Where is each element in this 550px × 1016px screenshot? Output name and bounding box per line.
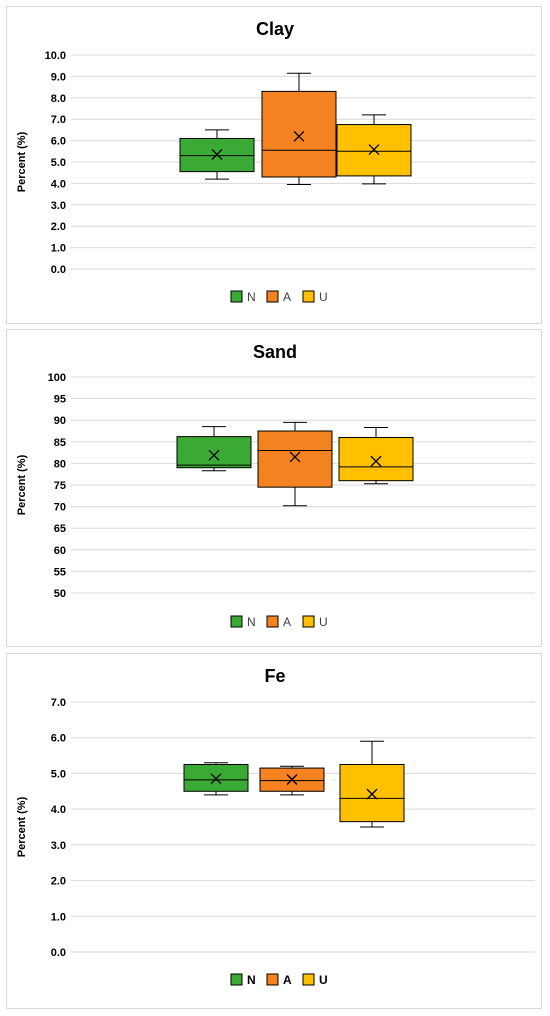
legend-swatch-a bbox=[266, 615, 279, 628]
y-tick-label: 65 bbox=[54, 523, 66, 535]
y-tick-label: 6.0 bbox=[51, 136, 66, 148]
y-tick-label: 4.0 bbox=[51, 178, 66, 190]
y-tick-label: 50 bbox=[54, 588, 66, 600]
chart-title: Clay bbox=[256, 19, 294, 39]
legend-swatch-a bbox=[266, 973, 279, 986]
y-tick-label: 95 bbox=[54, 394, 66, 406]
box-iqr bbox=[176, 436, 252, 469]
y-tick-label: 5.0 bbox=[51, 157, 66, 169]
y-tick-label: 100 bbox=[48, 372, 66, 384]
legend-label-n: N bbox=[247, 290, 256, 304]
y-tick-label: 8.0 bbox=[51, 93, 66, 105]
box-iqr bbox=[339, 764, 405, 823]
legend-label-u: U bbox=[319, 290, 328, 304]
legend-label-n: N bbox=[247, 973, 256, 987]
y-tick-label: 6.0 bbox=[51, 733, 66, 745]
legend-label-a: A bbox=[283, 615, 291, 629]
mean-marker bbox=[370, 455, 382, 467]
legend-swatch-u bbox=[302, 615, 315, 628]
legend-swatch-n bbox=[230, 615, 243, 628]
chart-panel-sand: Sand 50 55 60 65 70 75 80 85 90 95 100 Percent (%) N A… bbox=[6, 329, 542, 647]
y-tick-label: 70 bbox=[54, 502, 66, 514]
y-tick-label: 90 bbox=[54, 415, 66, 427]
legend-swatch-n bbox=[230, 973, 243, 986]
legend-swatch-u bbox=[302, 290, 315, 303]
y-tick-label: 60 bbox=[54, 545, 66, 557]
legend-label-a: A bbox=[283, 973, 292, 987]
y-tick-label: 7.0 bbox=[51, 697, 66, 709]
legend-swatch-u bbox=[302, 973, 315, 986]
y-tick-label: 1.0 bbox=[51, 911, 66, 923]
y-tick-label: 9.0 bbox=[51, 71, 66, 83]
chart-svg-fe: Fe 0.0 1.0 2.0 3.0 4.0 5.0 6.0 7.0 Percent (%) N A U bbox=[16, 666, 535, 987]
y-tick-label: 3.0 bbox=[51, 200, 66, 212]
mean-marker bbox=[208, 449, 220, 461]
legend-swatch-a bbox=[266, 290, 279, 303]
mean-marker bbox=[289, 451, 301, 463]
y-tick-label: 0.0 bbox=[51, 947, 66, 959]
box-n bbox=[176, 426, 252, 472]
chart-panel-clay: Clay 0.0 1.0 2.0 3.0 4.0 5.0 6.0 7.0 8.0 9.0 10.0 Pe… bbox=[6, 6, 542, 324]
box-a bbox=[261, 72, 337, 185]
y-tick-label: 0.0 bbox=[51, 264, 66, 276]
y-tick-label: 80 bbox=[54, 458, 66, 470]
legend-label-u: U bbox=[319, 615, 328, 629]
mean-marker bbox=[366, 788, 378, 800]
y-axis-label: Percent (%) bbox=[16, 796, 28, 857]
box-n bbox=[183, 762, 249, 796]
legend-label-a: A bbox=[283, 290, 291, 304]
y-tick-label: 3.0 bbox=[51, 840, 66, 852]
box-iqr bbox=[261, 90, 337, 178]
chart-svg-clay: Clay 0.0 1.0 2.0 3.0 4.0 5.0 6.0 7.0 8.0 9.0 10.0 Pe… bbox=[16, 19, 535, 304]
chart-svg-sand: Sand 50 55 60 65 70 75 80 85 90 95 100 Percent (%) N A… bbox=[16, 342, 535, 629]
legend-label-n: N bbox=[247, 615, 256, 629]
box-n bbox=[179, 129, 255, 180]
mean-marker bbox=[293, 130, 305, 142]
y-tick-label: 2.0 bbox=[51, 876, 66, 888]
y-axis-label: Percent (%) bbox=[16, 454, 28, 515]
y-tick-label: 55 bbox=[54, 566, 66, 578]
box-iqr bbox=[338, 436, 414, 482]
box-iqr bbox=[257, 430, 333, 488]
y-tick-label: 75 bbox=[54, 480, 66, 492]
mean-marker bbox=[211, 149, 223, 160]
y-tick-label: 2.0 bbox=[51, 221, 66, 233]
y-tick-label: 7.0 bbox=[51, 114, 66, 126]
legend-label-u: U bbox=[319, 973, 328, 987]
y-axis-label: Percent (%) bbox=[16, 131, 28, 192]
box-a bbox=[259, 765, 325, 796]
y-tick-label: 85 bbox=[54, 437, 66, 449]
chart-title: Fe bbox=[264, 666, 285, 686]
chart-panel-fe: Fe 0.0 1.0 2.0 3.0 4.0 5.0 6.0 7.0 Percent (%) N A U bbox=[6, 653, 542, 1009]
mean-marker bbox=[286, 774, 298, 785]
y-tick-label: 4.0 bbox=[51, 804, 66, 816]
box-u bbox=[339, 740, 405, 828]
box-u bbox=[338, 427, 414, 485]
y-tick-label: 10.0 bbox=[45, 50, 66, 62]
legend-swatch-n bbox=[230, 290, 243, 303]
mean-marker bbox=[210, 773, 222, 785]
y-tick-label: 5.0 bbox=[51, 768, 66, 780]
box-u bbox=[336, 114, 412, 185]
box-a bbox=[257, 421, 333, 507]
y-tick-label: 1.0 bbox=[51, 243, 66, 255]
chart-title: Sand bbox=[253, 342, 297, 362]
mean-marker bbox=[368, 144, 380, 156]
